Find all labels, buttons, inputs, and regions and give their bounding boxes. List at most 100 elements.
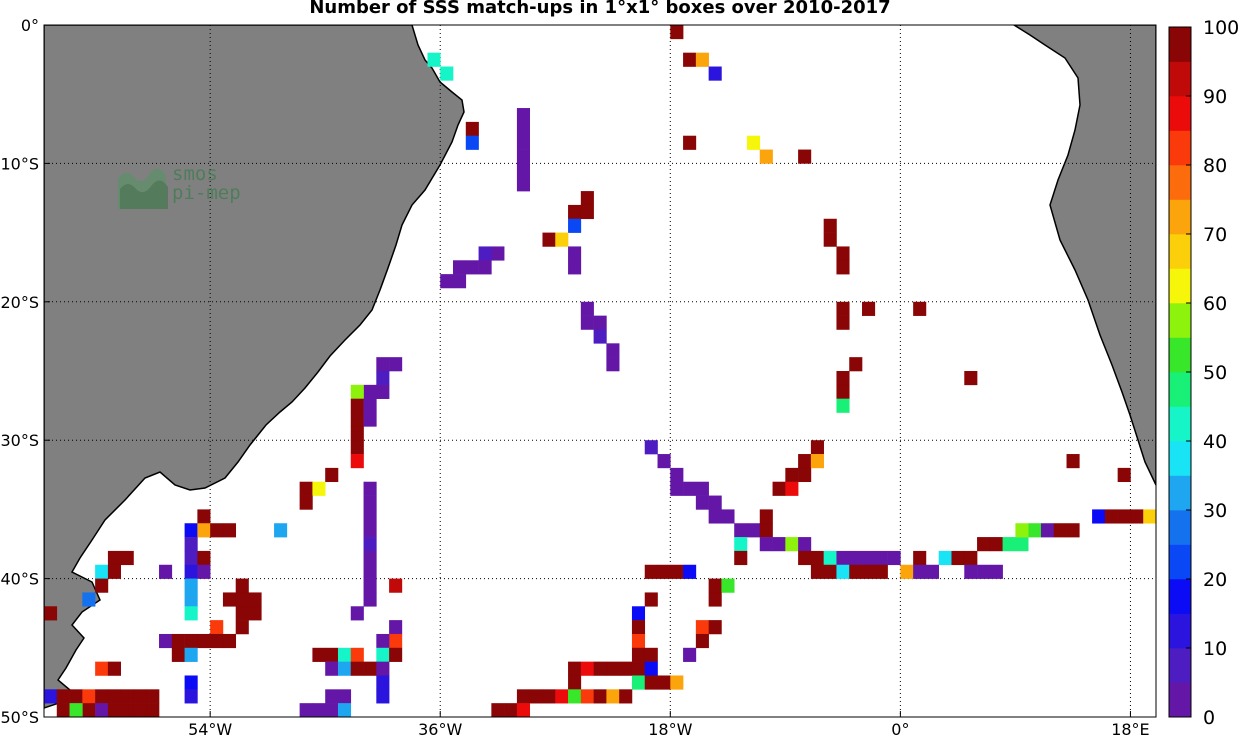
heatmap-cell [1117, 467, 1131, 483]
heatmap-cell [184, 675, 198, 690]
heatmap-cell [376, 647, 390, 662]
heatmap-cell [568, 661, 582, 676]
heatmap-cell [568, 675, 582, 690]
heatmap-cell [184, 550, 198, 566]
chart-title: Number of SSS match-ups in 1°x1° boxes o… [309, 0, 891, 18]
heatmap-cell [580, 661, 594, 676]
heatmap-cell [708, 620, 722, 635]
heatmap-cell [619, 689, 633, 704]
heatmap-cell [670, 564, 684, 579]
heatmap-cell [593, 661, 607, 676]
colorbar-segment [1169, 579, 1191, 614]
heatmap-cell [363, 537, 377, 552]
heatmap-cell [350, 606, 364, 621]
heatmap-cell [363, 481, 377, 496]
heatmap-cell [235, 578, 249, 593]
heatmap-cell [1092, 509, 1106, 524]
heatmap-cell [184, 592, 198, 607]
heatmap-cell [363, 578, 377, 593]
heatmap-cell [325, 647, 339, 662]
heatmap-cell [325, 703, 339, 717]
heatmap-cell [197, 564, 211, 579]
heatmap-cell [555, 232, 569, 247]
heatmap-cell [363, 495, 377, 510]
heatmap-cell [159, 717, 172, 731]
colorbar-segment [1169, 682, 1191, 718]
heatmap-cell [337, 703, 352, 717]
colorbar-tick-label: 30 [1203, 500, 1227, 522]
heatmap-cell [977, 537, 991, 552]
heatmap-cell [120, 703, 134, 717]
heatmap-cell [312, 481, 326, 496]
x-axis-ticks: 54°W 36°W 18°W 0° 18°E [188, 711, 1150, 738]
heatmap-cell [82, 592, 96, 607]
heatmap-cell [568, 689, 582, 704]
heatmap-cell [222, 592, 237, 607]
heatmap-cell [657, 564, 671, 579]
heatmap-cell [670, 467, 684, 483]
heatmap-cell [172, 717, 185, 731]
heatmap-cell [568, 260, 582, 275]
heatmap-cell [759, 509, 773, 524]
heatmap-cell [235, 592, 249, 607]
heatmap-cell [836, 384, 850, 399]
heatmap-cell [82, 703, 96, 717]
y-axis-ticks: 0° 10°S 20°S 30°S 40°S 50°S [0, 16, 50, 727]
heatmap-cell [708, 509, 722, 524]
heatmap-cell [479, 717, 492, 731]
plot-frame [43, 24, 1157, 718]
heatmap-cell [337, 661, 352, 676]
heatmap-cell [913, 301, 927, 316]
heatmap-cell [325, 689, 339, 704]
heatmap-cell [491, 703, 505, 717]
heatmap-cell [1015, 537, 1029, 552]
heatmap-cell [299, 703, 313, 717]
colorbar-segment [1169, 303, 1191, 338]
heatmap-cell [184, 537, 198, 552]
heatmap-cell [913, 550, 927, 566]
heatmap-cell [606, 661, 620, 676]
x-tick-label: 54°W [188, 720, 232, 738]
heatmap-cell [631, 661, 646, 676]
heatmap-cell [568, 246, 582, 261]
heatmap-cell [133, 717, 146, 731]
heatmap-cell [670, 25, 684, 40]
heatmap-cell [798, 149, 812, 164]
colorbar-tick-label: 0 [1203, 707, 1215, 729]
heatmap-cell [274, 717, 287, 731]
heatmap-cell [721, 578, 735, 593]
heatmap-cell [57, 717, 70, 731]
y-tick-label: 50°S [0, 708, 39, 727]
heatmap-cell [222, 633, 237, 649]
heatmap-cell [862, 550, 876, 566]
heatmap-cell [312, 717, 325, 731]
colorbar-segment [1169, 372, 1191, 407]
heatmap-cell [350, 661, 364, 676]
heatmap-cell [823, 218, 837, 233]
x-tick-label: 36°W [418, 720, 462, 738]
heatmap-cell [887, 550, 901, 566]
heatmap-cell [810, 440, 824, 455]
y-tick-label: 20°S [0, 293, 39, 312]
heatmap-cell [363, 509, 377, 524]
heatmap-cell [376, 689, 390, 704]
heatmap-cell [708, 578, 722, 593]
heatmap-cell [210, 620, 224, 635]
heatmap-cell [95, 661, 109, 676]
heatmap-cell [107, 689, 121, 704]
logo-text: smos pi-mep [172, 165, 241, 203]
heatmap-cell [159, 564, 173, 579]
heatmap-cell [542, 232, 556, 247]
heatmap-cell [248, 592, 262, 607]
logo-text-line1: smos [172, 163, 218, 185]
heatmap-cell [133, 703, 147, 717]
colorbar-segment [1169, 27, 1191, 62]
heatmap-cell [184, 689, 198, 704]
heatmap-cell [363, 412, 377, 427]
heatmap-cell [798, 454, 812, 469]
heatmap-cell [1053, 523, 1067, 538]
heatmap-cell [836, 398, 850, 413]
colorbar-segment [1169, 234, 1191, 269]
heatmap-cell [593, 315, 607, 330]
colorbar-segment [1169, 510, 1191, 545]
